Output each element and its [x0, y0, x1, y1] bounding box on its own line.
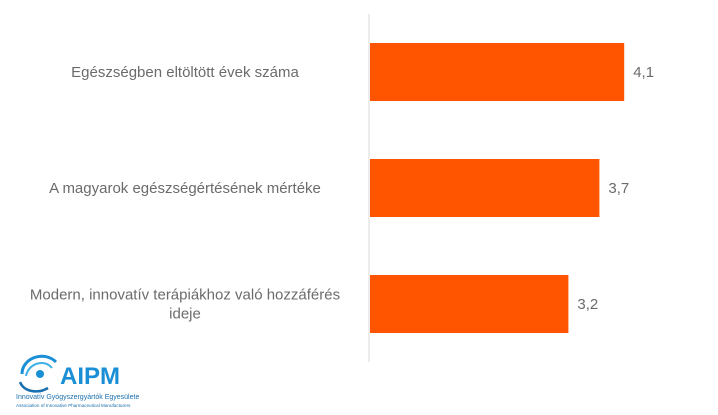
bar-2	[370, 159, 600, 217]
value-label-2: 3,7	[608, 180, 629, 197]
category-labels-group: Egészségben eltöltött évek száma A magyar…	[30, 64, 340, 323]
logo-swirl-icon	[18, 354, 58, 393]
value-label-1: 4,1	[633, 64, 654, 81]
aipm-logo: AIPM Innovatív Gyógyszergyártók Egyesüle…	[16, 354, 139, 408]
value-label-3: 3,2	[577, 296, 598, 313]
category-label-3: Modern, innovatív terápiákhoz való hozzá…	[30, 287, 340, 323]
logo-name: AIPM	[60, 363, 120, 390]
bar-1	[370, 43, 625, 101]
category-label-1: Egészségben eltöltött évek száma	[71, 64, 299, 81]
logo-subtitle-en: Association of Innovative Pharmaceutical…	[16, 403, 131, 408]
value-labels-group: 4,1 3,7 3,2	[577, 64, 654, 313]
category-label-2: A magyarok egészségértésének mértéke	[49, 180, 321, 197]
bars-group	[370, 43, 625, 333]
logo-subtitle: Innovatív Gyógyszergyártók Egyesülete	[16, 394, 139, 401]
bar-3	[370, 275, 569, 333]
